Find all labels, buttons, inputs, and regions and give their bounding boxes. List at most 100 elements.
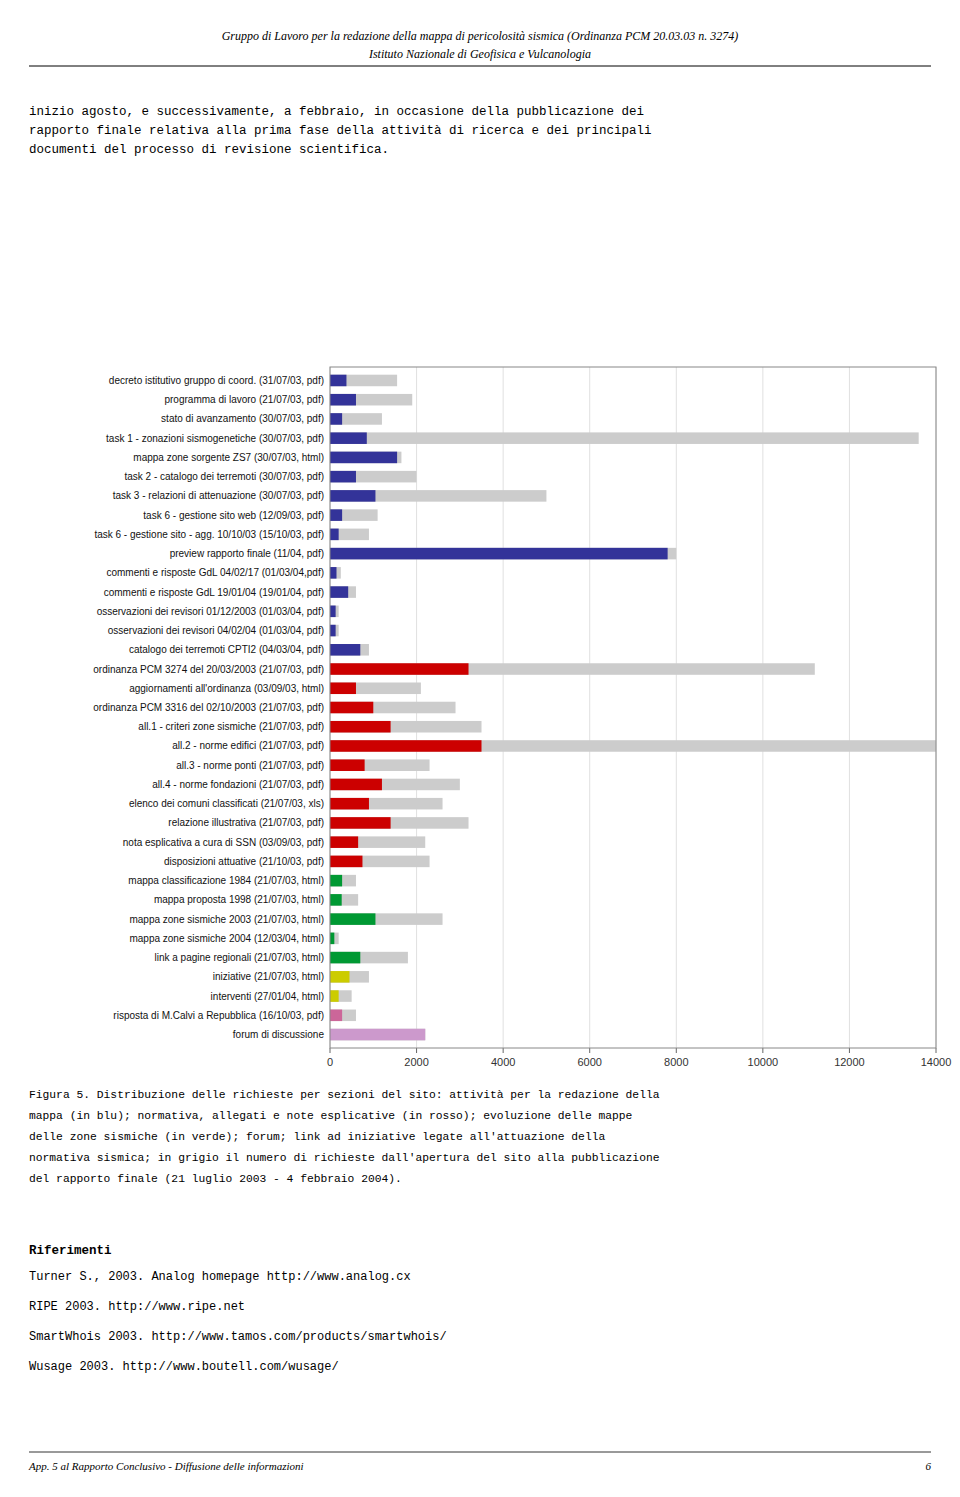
bar: [330, 836, 425, 848]
bar: [330, 567, 336, 579]
category-label: all.1 - criteri zone sismiche (21/07/03,…: [138, 721, 324, 732]
tick-label: 6000: [577, 1056, 601, 1068]
bar: [330, 452, 397, 464]
page-number: 6: [926, 1460, 932, 1472]
reference: SmartWhois 2003. http://www.tamos.com/pr…: [29, 1330, 447, 1344]
intro-text: rapporto finale relativa alla prima fase…: [29, 124, 652, 138]
bar: [330, 548, 676, 560]
bar: [330, 875, 356, 887]
category-label: link a pagine regionali (21/07/03, html): [154, 952, 324, 963]
bar: [330, 375, 397, 387]
category-label: all.4 - norme fondazioni (21/07/03, pdf): [152, 779, 324, 790]
category-label: ordinanza PCM 3316 del 02/10/2003 (21/07…: [93, 702, 324, 713]
bar: [330, 471, 417, 483]
bar: [330, 606, 339, 618]
bar: [330, 702, 456, 714]
bar: [330, 586, 348, 598]
caption: mappa (in blu); normativa, allegati e no…: [29, 1110, 633, 1122]
bar: [330, 509, 342, 521]
bar: [330, 1010, 342, 1022]
bar: [330, 413, 382, 425]
bar: [330, 952, 408, 964]
bar: [330, 625, 339, 637]
x-axis: 02000400060008000100001200014000: [327, 1048, 951, 1068]
category-label: mappa zone sorgente ZS7 (30/07/03, html): [133, 452, 324, 463]
category-label: mappa zone sismiche 2003 (21/07/03, html…: [129, 914, 324, 925]
bar: [330, 798, 443, 810]
bars: [330, 375, 936, 1041]
bar: [330, 432, 367, 444]
header-rule: [29, 66, 931, 67]
bar: [330, 913, 443, 925]
bar: [330, 913, 375, 925]
bar: [330, 740, 936, 752]
bar: [330, 625, 336, 637]
bar: [330, 606, 336, 618]
footer-rule: [29, 1452, 931, 1453]
tick-mark: [936, 1048, 937, 1053]
bar: [330, 644, 360, 656]
bar: [330, 529, 339, 541]
category-label: task 6 - gestione sito web (12/09/03, pd…: [143, 510, 324, 521]
category-label: all.3 - norme ponti (21/07/03, pdf): [176, 760, 324, 771]
bar: [330, 894, 358, 906]
category-label: programma di lavoro (21/07/03, pdf): [164, 394, 324, 405]
bar: [330, 682, 421, 694]
reference: Turner S., 2003. Analog homepage http://…: [29, 1270, 411, 1284]
bar: [330, 721, 482, 733]
bar: [330, 490, 375, 502]
bar: [330, 836, 358, 848]
bar: [330, 529, 369, 541]
grid-line: [676, 367, 677, 1048]
intro-text: inizio agosto, e successivamente, a febb…: [29, 105, 644, 119]
category-label: ordinanza PCM 3274 del 20/03/2003 (21/07…: [93, 664, 324, 675]
tick-label: 10000: [748, 1056, 779, 1068]
bar: [330, 875, 342, 887]
bar: [330, 990, 339, 1002]
tick-mark: [762, 1048, 763, 1053]
category-label: elenco dei comuni classificati (21/07/03…: [129, 798, 324, 809]
series: [330, 375, 668, 1041]
bar: [330, 586, 356, 598]
bar: [330, 663, 469, 675]
category-label: commenti e risposte GdL 04/02/17 (01/03/…: [106, 567, 324, 578]
grid-line: [589, 367, 590, 1048]
category-label: osservazioni dei revisori 04/02/04 (01/0…: [108, 625, 324, 636]
tick-mark: [330, 1048, 331, 1053]
bar: [330, 394, 356, 406]
footer: App. 5 al Rapporto Conclusivo - Diffusio…: [28, 1460, 304, 1472]
category-label: risposta di M.Calvi a Repubblica (16/10/…: [113, 1010, 324, 1021]
category-label: nota esplicativa a cura di SSN (03/09/03…: [123, 837, 324, 848]
tick-label: 12000: [834, 1056, 865, 1068]
category-label: forum di discussione: [233, 1029, 325, 1040]
category-label: task 1 - zonazioni sismogenetiche (30/07…: [106, 433, 324, 444]
y-axis: decreto istitutivo gruppo di coord. (31/…: [93, 375, 324, 1040]
bar: [330, 471, 356, 483]
bar: [330, 663, 815, 675]
references-heading: Riferimenti: [29, 1244, 112, 1258]
bar: [330, 759, 365, 771]
caption: delle zone sismiche (in verde); forum; l…: [29, 1131, 605, 1143]
category-label: commenti e risposte GdL 19/01/04 (19/01/…: [104, 587, 324, 598]
category-label: interventi (27/01/04, html): [211, 991, 324, 1002]
bar: [330, 933, 339, 945]
category-label: mappa zone sismiche 2004 (12/03/04, html…: [129, 933, 324, 944]
bar: [330, 1010, 356, 1022]
caption: Figura 5. Distribuzione delle richieste …: [29, 1089, 660, 1101]
bar: [330, 817, 469, 829]
category-label: relazione illustrativa (21/07/03, pdf): [168, 817, 324, 828]
category-label: task 6 - gestione sito - agg. 10/10/03 (…: [94, 529, 324, 540]
grid-line: [849, 367, 850, 1048]
plot-frame: [330, 367, 936, 1048]
bar: [330, 933, 334, 945]
bar: [330, 759, 430, 771]
tick-mark: [676, 1048, 677, 1053]
category-label: catalogo dei terremoti CPTI2 (04/03/04, …: [129, 644, 324, 655]
bar: [330, 509, 378, 521]
page: Gruppo di Lavoro per la redazione della …: [0, 0, 960, 1497]
header: Gruppo di Lavoro per la redazione della …: [222, 29, 739, 43]
category-label: task 2 - catalogo dei terremoti (30/07/0…: [124, 471, 324, 482]
bar: [330, 721, 391, 733]
bar: [330, 779, 382, 791]
tick-mark: [416, 1048, 417, 1053]
